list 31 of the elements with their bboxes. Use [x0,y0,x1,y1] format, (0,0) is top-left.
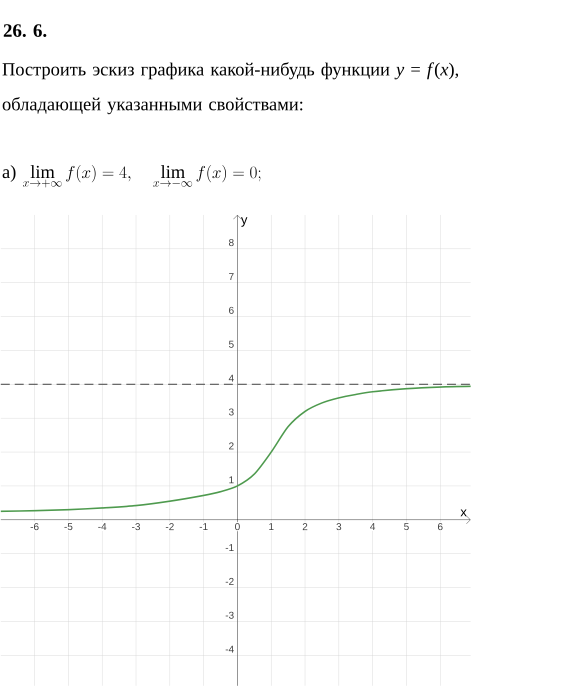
x-tick-label: -4 [98,523,107,530]
x-tick-label: -6 [30,523,39,530]
y-axis-title: y [241,217,248,227]
x-tick-label: -1 [200,523,208,530]
text: Построить эскиз графика какой-нибудь функции y = f(x), обладающей указанными свойствами: [2,62,458,114]
y-tick-label: -1 [226,544,234,551]
chart-title: 26. 6. [4,24,47,37]
y-tick-label: 7 [229,273,234,280]
y-tick-label: -3 [226,612,234,619]
y-tick-label: 8 [229,239,234,246]
x-tick-label: 6 [438,523,443,530]
x-tick-label: 3 [336,523,342,530]
x-axis-title: x [460,509,467,516]
x-tick-label: 5 [404,523,409,530]
text: а) [2,165,16,182]
x-tick-label: -2 [166,523,174,530]
y-tick-label: 5 [229,340,234,348]
y-tick-label: 3 [229,408,234,416]
x-tick-label: 1 [269,523,274,530]
x-tick-label: 4 [370,523,376,530]
y-tick-label: -2 [226,578,234,585]
y-tick-label: 4 [228,374,234,382]
y-tick-label: -4 [226,646,234,653]
x-tick-label: 0 [235,523,240,530]
y-tick-label: 1 [230,476,234,484]
x-tick-label: -3 [132,523,140,530]
y-tick-label: 6 [229,306,234,314]
x-tick-label: 2 [302,523,308,530]
x-tick-label: -5 [64,523,73,530]
y-tick-label: 2 [229,442,234,450]
text: $\lim_{x\to+\infty} f(x)=4,\quad \lim_{x\to-\infty} f(x)=0;$ [23,165,260,188]
